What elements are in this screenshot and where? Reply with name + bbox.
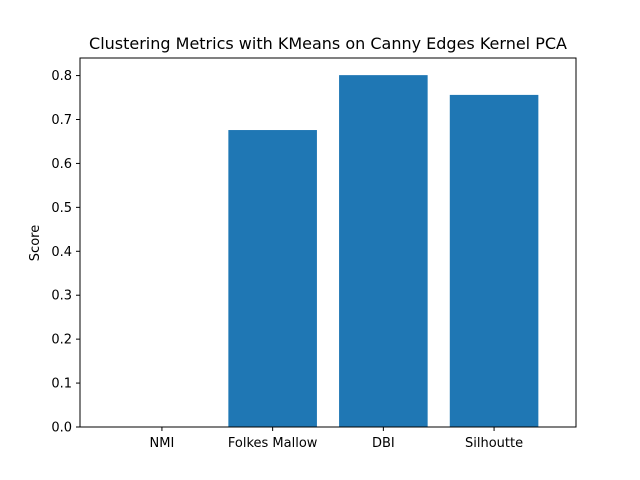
y-tick-label: 0.1 <box>51 377 72 392</box>
bar-silhoutte <box>449 94 539 428</box>
x-tick-label: DBI <box>372 436 395 451</box>
y-tick-label: 0.0 <box>51 421 72 436</box>
y-tick-label: 0.2 <box>51 333 72 348</box>
bar-dbi <box>339 75 428 427</box>
plot-frame <box>79 57 577 428</box>
y-tick-label: 0.4 <box>51 245 72 260</box>
chart-title: Clustering Metrics with KMeans on Canny … <box>89 34 567 53</box>
y-tick-label: 0.3 <box>51 289 72 304</box>
y-tick-label: 0.5 <box>51 201 72 216</box>
bar-folkes-mallow <box>228 130 317 428</box>
x-axis: NMI Folkes Mallow DBI Silhoutte <box>150 427 523 451</box>
y-tick-label: 0.7 <box>51 113 72 128</box>
y-axis-label: Score <box>28 225 43 261</box>
x-tick-label: Silhoutte <box>465 436 523 451</box>
y-tick-label: 0.6 <box>51 157 72 172</box>
y-tick-label: 0.8 <box>51 69 72 84</box>
x-tick-label: NMI <box>150 436 175 451</box>
y-axis: 0.0 0.1 0.2 0.3 0.4 0.5 0.6 0.7 0.8 <box>51 69 80 436</box>
x-tick-label: Folkes Mallow <box>228 436 318 451</box>
bars-layer <box>228 75 539 428</box>
